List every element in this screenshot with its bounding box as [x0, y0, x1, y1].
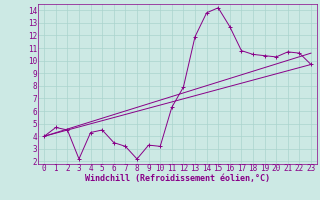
- X-axis label: Windchill (Refroidissement éolien,°C): Windchill (Refroidissement éolien,°C): [85, 174, 270, 183]
